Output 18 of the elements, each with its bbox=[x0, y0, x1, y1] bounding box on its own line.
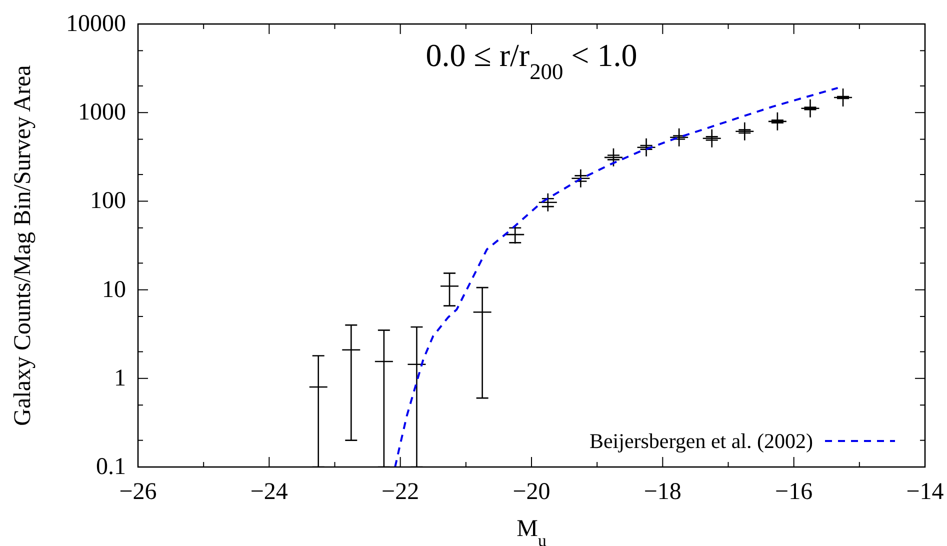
x-tick-label: −18 bbox=[644, 479, 682, 505]
x-tick-label: −14 bbox=[906, 479, 944, 505]
text: 0.0 ≤ r/r$_{200}$ < 1.0 bbox=[426, 37, 638, 84]
x-tick-label: −16 bbox=[775, 479, 813, 505]
y-tick-label: 1 bbox=[114, 365, 126, 392]
y-tick-label: 10000 bbox=[66, 11, 126, 37]
legend-label: Beijersbergen et al. (2002) bbox=[589, 429, 813, 453]
y-tick-label: 100 bbox=[90, 188, 126, 214]
x-tick-label: −20 bbox=[512, 479, 550, 505]
x-tick-label: −24 bbox=[250, 479, 288, 505]
y-tick-label: 1000 bbox=[78, 100, 126, 126]
line-series bbox=[394, 86, 839, 467]
y-tick-label: 10 bbox=[102, 276, 126, 303]
y-tick-label: 0.1 bbox=[96, 454, 126, 480]
x-tick-label: −22 bbox=[382, 479, 420, 505]
x-tick-label: −26 bbox=[119, 479, 157, 505]
x-axis-title: M$_{u}$ bbox=[516, 516, 547, 546]
y-axis-title: Galaxy Counts/Mag Bin/Survey Area bbox=[10, 64, 36, 426]
